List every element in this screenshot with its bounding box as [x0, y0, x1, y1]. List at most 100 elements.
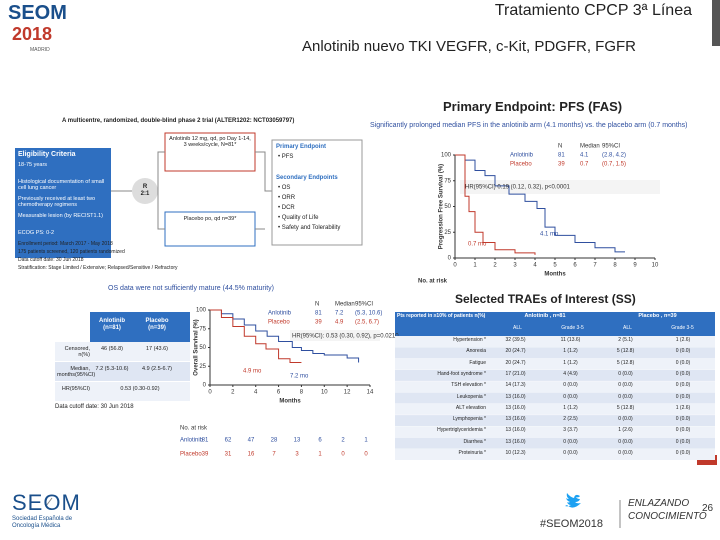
- randomization: R 2:1: [140, 184, 150, 197]
- risk-cell: 62: [225, 438, 232, 444]
- bullet: Significantly prolonged median PFS in th…: [370, 122, 688, 129]
- table-row: [395, 437, 715, 449]
- km-curve: [210, 309, 302, 363]
- endpoint: • Safety and Tolerability: [278, 225, 341, 231]
- risk-cell: 39: [202, 452, 209, 458]
- logo: Sociedad Española de Oncología Médica: [12, 516, 73, 529]
- annotation: 4.9 mo: [243, 369, 262, 375]
- table-cell: Censored, n(%): [64, 346, 90, 359]
- table-cell: ALT elevation: [455, 404, 486, 411]
- table-header: ALL: [513, 325, 522, 331]
- table-cell: 0 (0.0): [618, 416, 633, 423]
- y-tick-label: 25: [199, 364, 206, 370]
- table-cell: 7.2 (5.3-10.6): [95, 366, 129, 372]
- table-cell: 0 (0.0): [563, 382, 578, 389]
- table-row: [395, 358, 715, 370]
- table-header: Placebo , n=39: [638, 313, 677, 319]
- table-cell: 10 (12.3): [505, 450, 526, 456]
- x-tick-label: 0: [453, 263, 457, 269]
- table-cell: 2 (2.5): [563, 416, 578, 423]
- divider: [45, 497, 621, 528]
- y-tick-label: 100: [441, 153, 452, 159]
- table-cell: 13 (16.0): [505, 393, 526, 400]
- note: Stratification: Stage Limited / Extensiv…: [18, 265, 178, 271]
- note: Data cutoff date: 30 Jun 2018: [55, 404, 134, 410]
- x-tick-label: 3: [513, 263, 517, 269]
- x-tick-label: 5: [553, 263, 557, 269]
- table-cell: Leukopenia *: [456, 393, 486, 400]
- x-tick-label: 9: [633, 263, 637, 269]
- table-row: [55, 362, 190, 381]
- x-tick-label: 7: [593, 263, 597, 269]
- table-cell: 0 (0.0): [618, 393, 633, 400]
- legend: Placebo: [510, 162, 532, 168]
- table-row: [395, 449, 715, 460]
- table-header: Anlotinib , n=81: [524, 313, 566, 319]
- hr: HR(95%CI): 0.53 (0.30, 0.92), p=0.0210: [292, 334, 399, 340]
- endpoint-title: Primary Endpoint: [276, 144, 327, 150]
- panel-title: Selected TRAEs of Interest (SS): [455, 292, 636, 306]
- table-cell: 0 (0.0): [563, 450, 578, 456]
- table-cell: 1 (2.6): [675, 404, 691, 411]
- x-tick-label: 1: [473, 263, 477, 269]
- table-row: [395, 415, 715, 427]
- side-bar: [712, 0, 720, 46]
- risk-cell: 1: [318, 452, 322, 458]
- endpoint: • OS: [278, 185, 291, 191]
- risk-cell: 7: [272, 452, 276, 458]
- km-curve: [455, 154, 536, 255]
- table-cell: 1 (1.2): [563, 359, 578, 366]
- table-cell: 0 (0.0): [618, 450, 633, 456]
- endpoint: • DCR: [278, 205, 295, 211]
- risk-cell: 3: [295, 452, 299, 458]
- table-cell: 13 (16.0): [505, 416, 526, 423]
- eligibility-title: Eligibility Criteria: [18, 151, 76, 158]
- table-cell: 0 (0.0): [675, 382, 691, 389]
- table-cell: 0 (0.0): [675, 359, 691, 366]
- table-cell: Proteinuria *: [458, 450, 486, 456]
- table-cell: 0 (0.0): [618, 370, 633, 377]
- logo: SEOM: [8, 2, 67, 24]
- table-cell: 20 (24.7): [505, 359, 526, 366]
- logo: 2018: [12, 24, 53, 44]
- legend-header: Median: [335, 302, 355, 308]
- table-cell: 1 (2.6): [618, 427, 633, 434]
- risk-label: No. at risk: [180, 426, 208, 432]
- legend: Anlotinib: [510, 153, 534, 159]
- table-row: [395, 336, 715, 347]
- table-cell: Hypertriglyceridemia *: [437, 427, 486, 434]
- endpoint: • ORR: [278, 195, 296, 201]
- risk-cell: 81: [202, 438, 209, 444]
- x-axis-label: Months: [544, 272, 566, 278]
- hr-box: [460, 180, 660, 194]
- table-cell: 17 (21.0): [505, 370, 526, 377]
- table-cell: 5 (12.8): [616, 359, 635, 366]
- table-cell: Median, months(95%CI): [57, 366, 96, 379]
- annotation: 0.7 mo: [468, 242, 487, 248]
- eligibility-item: 18-75 years: [18, 162, 48, 168]
- table-cell: 13 (16.0): [505, 438, 526, 445]
- eligibility-item: ECOG PS: 0-2: [18, 230, 55, 236]
- arm: Anlotinib 12 mg, qd, po Day 1-14, 3 week…: [169, 136, 251, 149]
- logo: SEOM: [12, 490, 81, 515]
- y-tick-label: 25: [444, 230, 451, 236]
- table-cell: 0 (0.0): [563, 393, 578, 400]
- table-cell: 1 (2.6): [675, 337, 691, 343]
- table-row: [395, 392, 715, 404]
- table-cell: TSH elevation *: [451, 382, 486, 389]
- eligibility-box: [15, 148, 111, 258]
- legend-header: 95%CI: [602, 144, 620, 150]
- table-header: Anlotinib (n=81): [99, 318, 125, 331]
- risk-cell: Anlotinib: [180, 438, 204, 444]
- risk-cell: 13: [294, 438, 301, 444]
- table-cell: 0 (0.0): [675, 438, 691, 445]
- table-cell: Anorexia: [466, 348, 486, 355]
- y-tick-label: 0: [203, 383, 207, 389]
- legend: 4.9: [335, 320, 344, 326]
- legend: 39: [558, 162, 565, 168]
- endpoint: • Quality of Life: [278, 215, 319, 221]
- table-cell: 14 (17.3): [505, 382, 526, 389]
- risk-cell: Placebo: [180, 452, 202, 458]
- table-row: [395, 426, 715, 438]
